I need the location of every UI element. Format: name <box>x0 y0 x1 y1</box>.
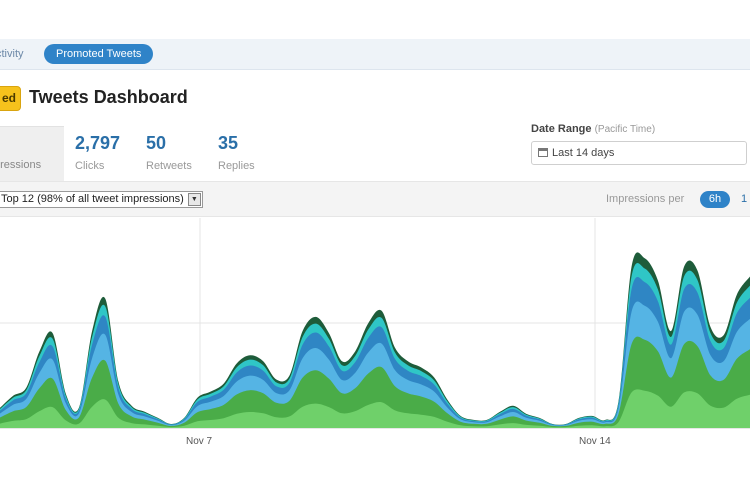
x-tick-label-nov-7: Nov 7 <box>186 436 213 447</box>
stat-impressions[interactable]: pressions <box>0 126 64 181</box>
tab-activity[interactable]: ctivity <box>0 48 24 60</box>
chart-toolbar: Top 12 (98% of all tweet impressions) ▼ … <box>0 181 750 217</box>
tab-promoted-tweets[interactable]: Promoted Tweets <box>44 44 154 64</box>
tweet-filter-value: Top 12 (98% of all tweet impressions) <box>1 193 184 205</box>
chart-areas <box>0 252 750 428</box>
stat-replies[interactable]: 35 Replies <box>218 133 255 172</box>
series-area-1 <box>0 389 750 428</box>
stat-replies-label: Replies <box>218 160 255 172</box>
impressions-per-label: Impressions per <box>606 193 685 205</box>
date-range-value: Last 14 days <box>552 147 615 159</box>
stat-clicks[interactable]: 2,797 Clicks <box>75 133 120 172</box>
stat-clicks-value: 2,797 <box>75 133 121 153</box>
stat-replies-value: 35 <box>218 133 239 153</box>
dropdown-arrow-icon: ▼ <box>187 193 201 206</box>
date-range-timezone: (Pacific Time) <box>594 124 656 135</box>
x-tick-label-nov-14: Nov 14 <box>579 436 611 447</box>
top-nav: ctivity Promoted Tweets <box>0 39 750 70</box>
stat-retweets-value: 50 <box>146 133 167 153</box>
calendar-icon <box>538 148 548 157</box>
stat-retweets-label: Retweets <box>146 160 192 172</box>
date-range-title: Date Range <box>531 123 592 135</box>
stat-clicks-label: Clicks <box>75 160 105 172</box>
date-range-label: Date Range (Pacific Time) <box>531 123 655 135</box>
tweet-filter-select[interactable]: Top 12 (98% of all tweet impressions) ▼ <box>0 191 203 208</box>
dashboard-badge: ed <box>0 86 21 111</box>
stat-retweets[interactable]: 50 Retweets <box>146 133 192 172</box>
series-area-3 <box>0 301 750 428</box>
impressions-chart <box>0 218 750 429</box>
date-range-select[interactable]: Last 14 days <box>531 141 747 165</box>
interval-next-button[interactable]: 1 <box>741 193 748 205</box>
stat-impressions-label: pressions <box>0 159 42 171</box>
interval-6h-button[interactable]: 6h <box>700 191 730 208</box>
series-area-2 <box>0 336 750 428</box>
page-title: Tweets Dashboard <box>29 87 188 107</box>
